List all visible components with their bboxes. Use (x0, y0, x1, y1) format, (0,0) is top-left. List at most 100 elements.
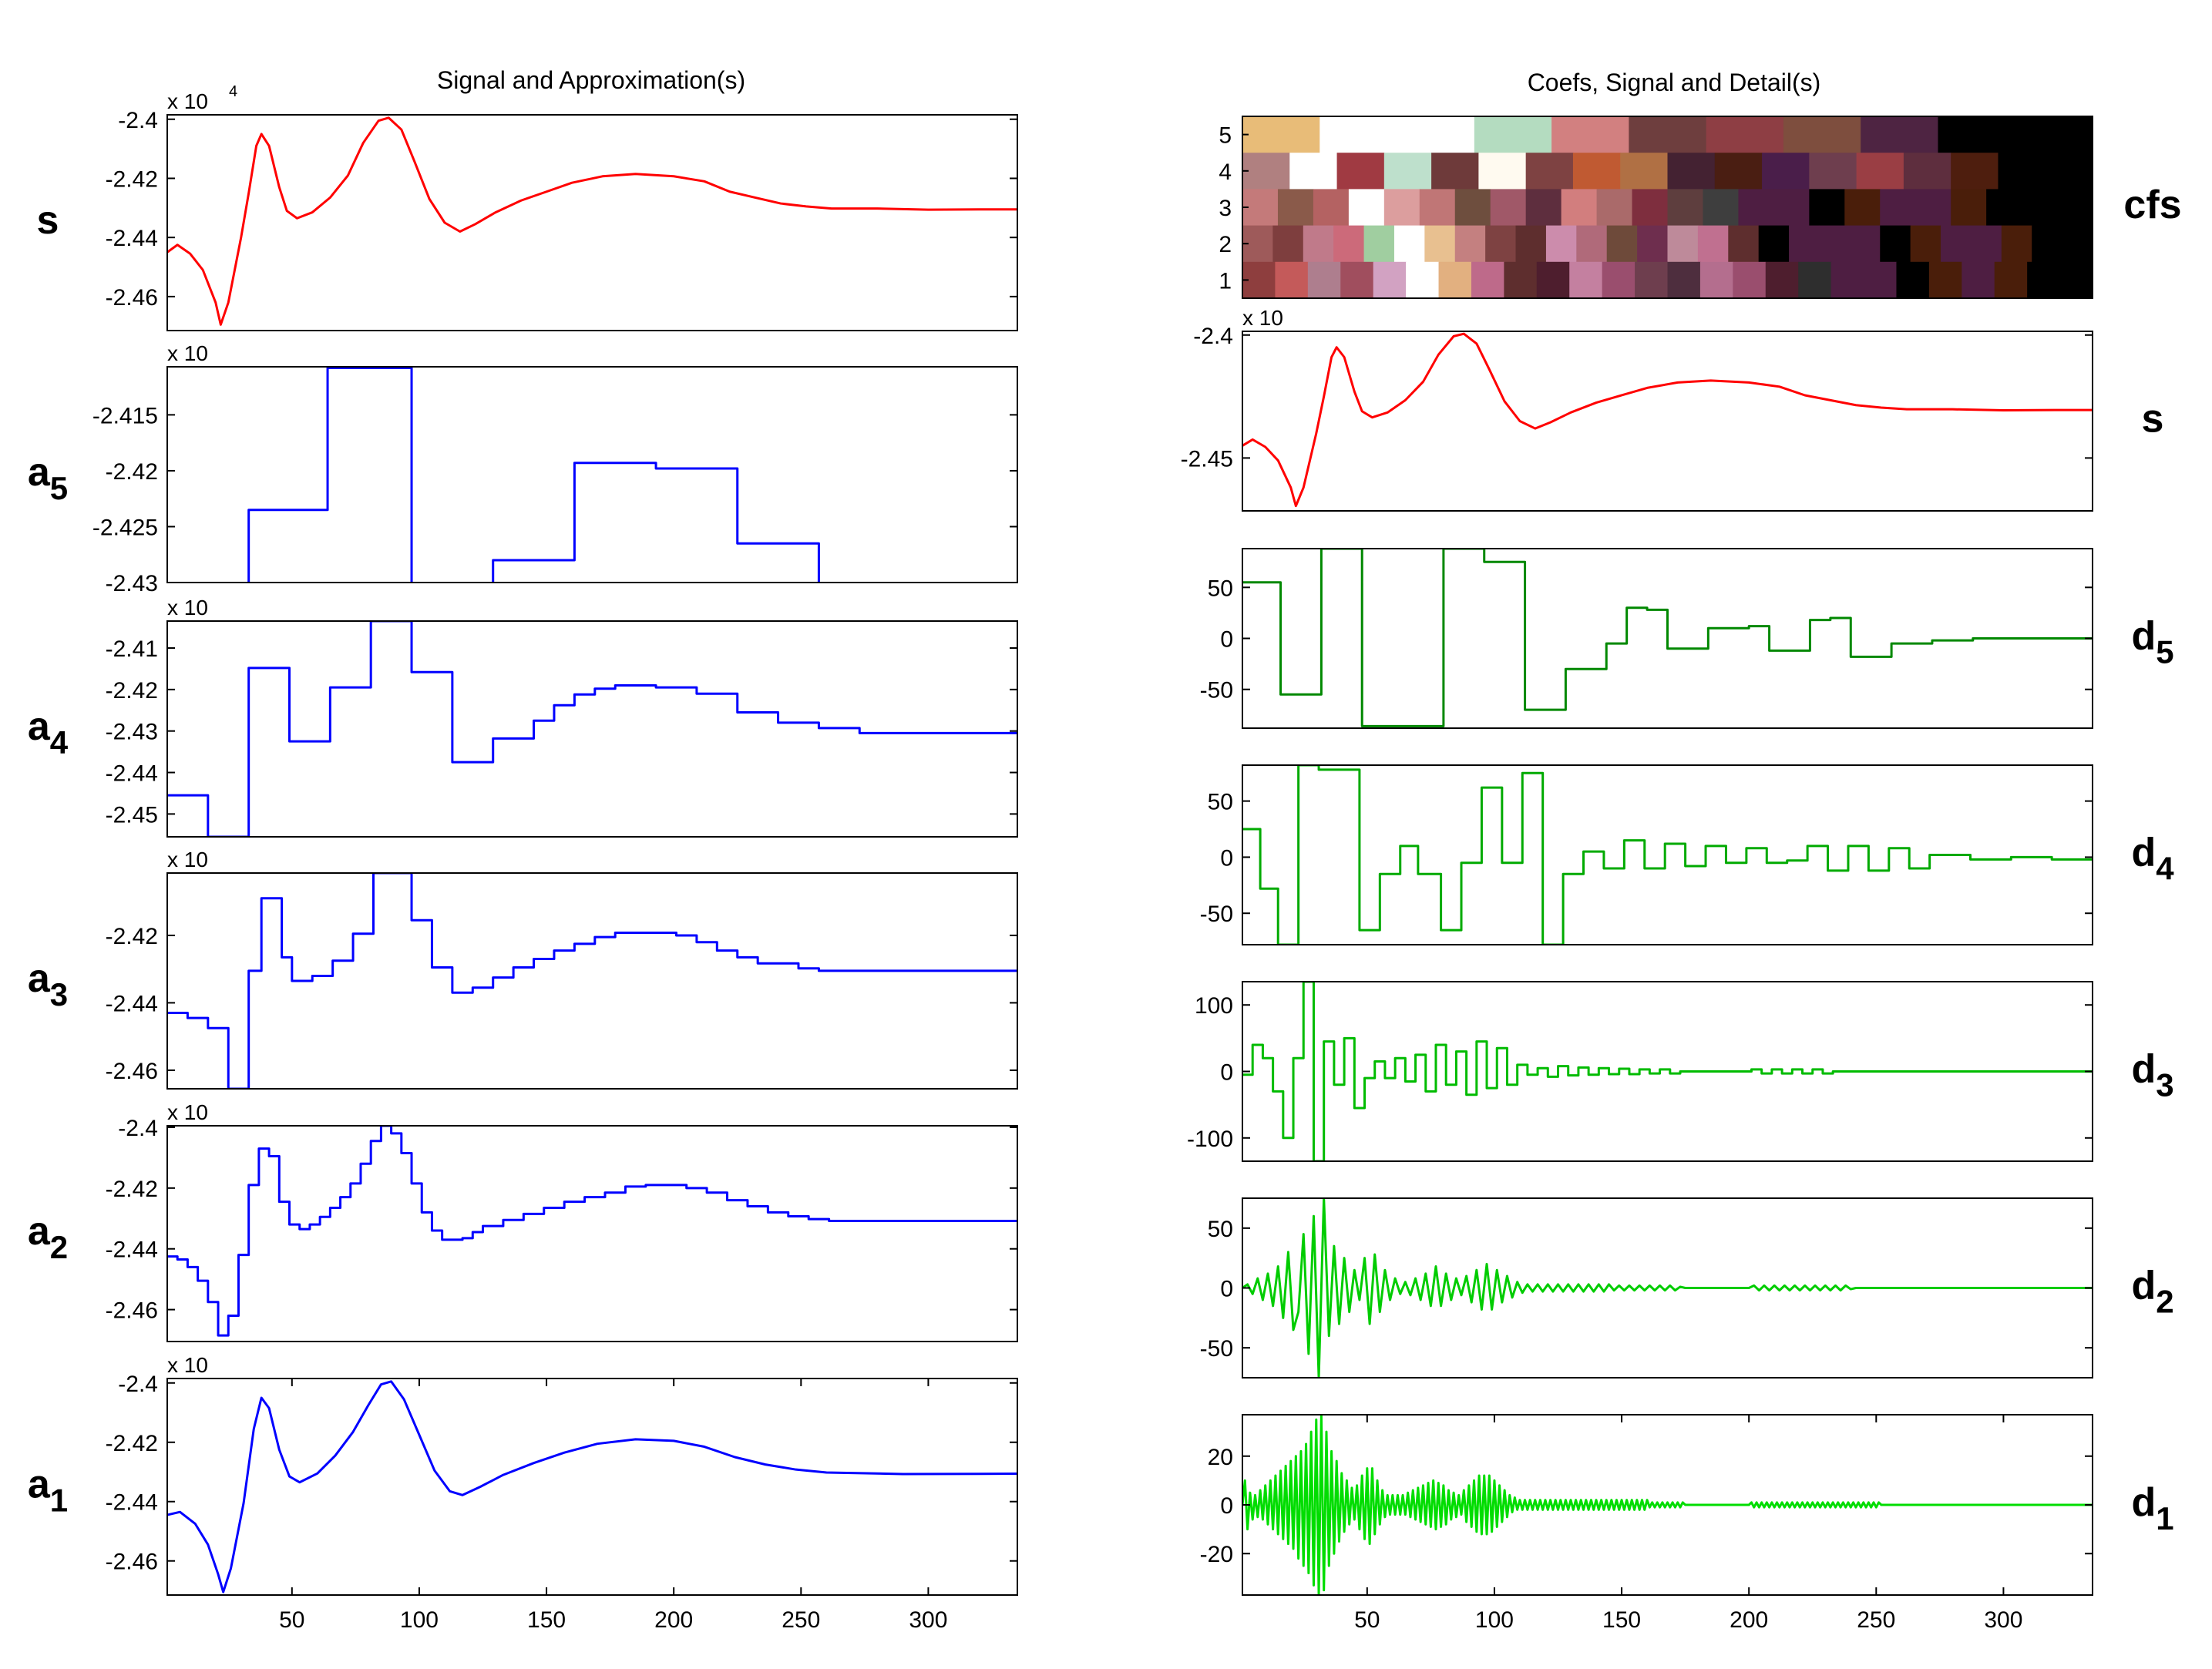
axis-exponent-label: x 10 (167, 1100, 208, 1124)
coef-cell-level-1 (1373, 261, 1407, 299)
coef-cell-level-3 (1703, 189, 1740, 227)
coef-cell-level-4 (1714, 153, 1763, 190)
coef-cell-level-3 (1738, 189, 1774, 227)
coef-cell-level-2 (2062, 225, 2093, 263)
coef-cell-level-4 (1620, 153, 1669, 190)
row-label-right-cfs: cfs (2123, 183, 2181, 227)
coef-cell-level-4 (1289, 153, 1338, 190)
coef-cell-level-4 (1998, 153, 2046, 190)
coef-cell-level-4 (1336, 153, 1385, 190)
subplot-right-d3: 100 0 -100 d3 (1187, 981, 2174, 1162)
y-tick-label: -2.4 (118, 108, 158, 133)
row-label-subscript: 5 (2156, 634, 2173, 670)
coef-cell-level-3 (1490, 189, 1527, 227)
row-label-main: a (28, 704, 51, 749)
coef-cell-level-5 (1706, 116, 1784, 153)
y-tick-label: -50 (1200, 678, 1233, 704)
coef-cell-level-2 (1697, 225, 1729, 263)
row-label-subscript: 2 (2156, 1284, 2173, 1320)
coef-cell-level-1 (2027, 261, 2061, 299)
y-tick-label: -2.4 (1193, 324, 1233, 349)
series-line-left-a2 (167, 1126, 1017, 1337)
coef-cell-level-2 (1424, 225, 1456, 263)
y-tick-label: -2.44 (106, 761, 158, 787)
row-label-left-a2: a2 (28, 1209, 68, 1265)
coef-cell-level-3 (1525, 189, 1562, 227)
coef-cell-level-1 (1994, 261, 2028, 299)
subplot-right-d5: 50 0 -50 d5 (1200, 548, 2174, 729)
axes-frame (1242, 331, 2093, 512)
y-tick-label: -2.44 (106, 1490, 158, 1516)
axis-exponent-label: x 10 (1242, 306, 1283, 330)
row-label-main: d (2131, 1264, 2156, 1308)
coef-cell-level-5 (1474, 116, 1552, 153)
row-label-left-a3: a3 (28, 956, 68, 1012)
y-tick-label: -2.4 (118, 1372, 158, 1397)
x-tick-label: 50 (279, 1607, 304, 1633)
y-tick-label: -2.45 (1181, 446, 1233, 472)
y-tick-label: -2.46 (106, 1298, 158, 1324)
axes-frame (166, 1378, 1018, 1596)
coef-cell-level-3 (1561, 189, 1598, 227)
series-line-right-d2 (1242, 1198, 2093, 1378)
row-label-left-a1: a1 (28, 1462, 68, 1519)
subplot-left-s: -2.4 -2.42 -2.44 -2.46 x 10 4 s (37, 83, 1018, 331)
subplot-right-cfs: 5 4 3 2 1 cfs (1219, 116, 2182, 299)
series-line-right-d4 (1242, 765, 2093, 945)
coef-cell-level-2 (2032, 225, 2063, 263)
coef-cell-level-2 (1303, 225, 1334, 263)
coef-cell-level-5 (1319, 116, 1398, 153)
row-label-right-d2: d2 (2131, 1264, 2173, 1320)
coef-cell-level-3 (1844, 189, 1881, 227)
coef-cell-level-1 (1536, 261, 1570, 299)
coef-cell-level-2 (1637, 225, 1669, 263)
coef-cell-level-1 (1699, 261, 1733, 299)
row-label-main: d (2131, 614, 2156, 659)
series-line-right-d5 (1242, 549, 2093, 727)
axes-frame (166, 366, 1018, 583)
coef-cell-level-3 (1596, 189, 1633, 227)
axis-exponent-superscript: 4 (229, 83, 237, 100)
series-line-right-s (1242, 332, 2093, 508)
axes-frame (1242, 764, 2093, 945)
coef-cell-level-5 (1551, 116, 1629, 153)
row-label-subscript: 5 (50, 470, 68, 506)
coef-cell-level-1 (2059, 261, 2093, 299)
coef-cell-level-4 (1809, 153, 1857, 190)
row-label-subscript: 4 (50, 724, 69, 761)
coef-cell-level-5 (2015, 116, 2093, 153)
coef-cell-level-2 (1849, 225, 1881, 263)
axes-frame (1242, 548, 2093, 729)
y-tick-label: -2.43 (106, 571, 158, 596)
row-label-right-s: s (2142, 397, 2164, 442)
coef-cell-level-1 (1928, 261, 1962, 299)
y-tick-label: 50 (1208, 1217, 1233, 1242)
coef-cell-level-1 (1830, 261, 1864, 299)
coef-cell-level-1 (1569, 261, 1603, 299)
series-line-left-a3 (167, 873, 1017, 1089)
left-column-title: Signal and Approximation(s) (437, 66, 745, 94)
row-label-subscript: 1 (50, 1483, 68, 1519)
coef-cell-level-3 (1277, 189, 1314, 227)
subplot-left-a2: -2.4 -2.42 -2.44 -2.46 x 10 a2 (28, 1100, 1018, 1342)
coef-cell-level-4 (1525, 153, 1574, 190)
coef-cell-level-1 (1602, 261, 1635, 299)
coef-cell-level-4 (1478, 153, 1527, 190)
y-tick-label: -2.46 (106, 1550, 158, 1575)
series-line-right-d1 (1242, 1415, 2093, 1595)
coef-cell-level-1 (1765, 261, 1799, 299)
y-tick-label: 0 (1220, 1493, 1233, 1519)
y-tick-label: -50 (1200, 902, 1233, 927)
series-line-right-d3 (1242, 982, 2093, 1161)
row-label-main: d (2131, 831, 2156, 875)
y-tick-label: -2.46 (106, 1059, 158, 1084)
coef-cell-level-2 (1880, 225, 1911, 263)
coef-cell-level-5 (1242, 116, 1320, 153)
y-tick-label: -2.4 (118, 1116, 158, 1141)
coef-cell-level-2 (1363, 225, 1395, 263)
coef-cell-level-2 (1728, 225, 1760, 263)
coef-cell-level-3 (1419, 189, 1456, 227)
row-label-subscript: 3 (50, 976, 68, 1012)
row-label-left-a5: a5 (28, 450, 68, 506)
